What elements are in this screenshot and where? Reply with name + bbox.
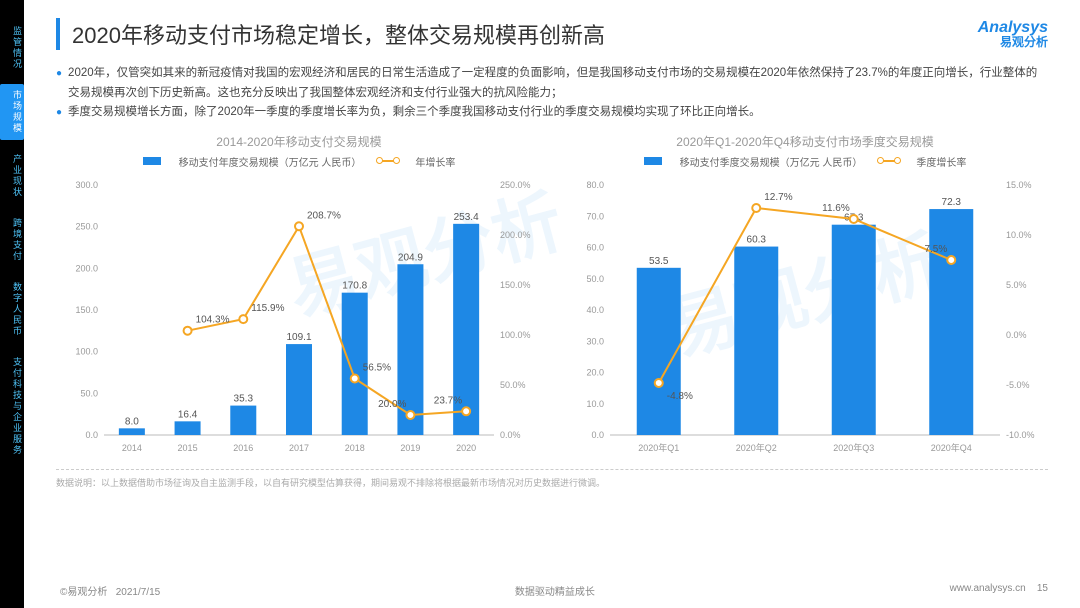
- svg-text:300.0: 300.0: [75, 180, 98, 190]
- svg-text:20.0%: 20.0%: [378, 399, 406, 410]
- svg-text:109.1: 109.1: [286, 332, 311, 343]
- svg-text:80.0: 80.0: [586, 180, 604, 190]
- svg-text:170.8: 170.8: [342, 280, 367, 291]
- svg-text:70.0: 70.0: [586, 211, 604, 221]
- svg-text:250.0: 250.0: [75, 221, 98, 231]
- sidebar-item[interactable]: 支付科技与企业服务: [0, 351, 24, 462]
- svg-text:2017: 2017: [289, 443, 309, 453]
- svg-text:150.0: 150.0: [75, 305, 98, 315]
- svg-text:2014: 2014: [122, 443, 142, 453]
- svg-text:10.0%: 10.0%: [1006, 230, 1032, 240]
- svg-text:0.0: 0.0: [591, 430, 604, 440]
- svg-text:2020: 2020: [456, 443, 476, 453]
- svg-text:100.0%: 100.0%: [500, 330, 531, 340]
- chart-annual: 2014-2020年移动支付交易规模 移动支付年度交易规模（万亿元 人民币） 年…: [56, 133, 542, 463]
- sidebar-item[interactable]: 市场规模: [0, 84, 24, 140]
- svg-text:60.3: 60.3: [747, 234, 767, 245]
- svg-text:-5.0%: -5.0%: [1006, 380, 1030, 390]
- svg-text:250.0%: 250.0%: [500, 180, 531, 190]
- svg-text:2019: 2019: [400, 443, 420, 453]
- svg-text:2020年Q4: 2020年Q4: [931, 442, 972, 453]
- footer: ©易观分析 2021/7/15 数据驱动精益成长 www.analysys.cn…: [60, 583, 1048, 598]
- svg-text:10.0: 10.0: [586, 398, 604, 408]
- svg-text:2020年Q3: 2020年Q3: [833, 442, 874, 453]
- svg-text:23.7%: 23.7%: [434, 395, 462, 406]
- svg-text:2016: 2016: [233, 443, 253, 453]
- chart-quarterly: 2020年Q1-2020年Q4移动支付市场季度交易规模 移动支付季度交易规模（万…: [562, 133, 1048, 463]
- svg-text:53.5: 53.5: [649, 255, 669, 266]
- svg-text:100.0: 100.0: [75, 346, 98, 356]
- svg-text:30.0: 30.0: [586, 336, 604, 346]
- svg-text:50.0%: 50.0%: [500, 380, 526, 390]
- svg-text:253.4: 253.4: [454, 211, 479, 222]
- svg-text:208.7%: 208.7%: [307, 210, 341, 221]
- svg-text:0.0: 0.0: [85, 430, 98, 440]
- svg-text:50.0: 50.0: [586, 273, 604, 283]
- svg-text:7.5%: 7.5%: [924, 244, 947, 255]
- data-note: 数据说明：以上数据借助市场征询及自主监测手段，以自有研究模型估算获得，期间易观不…: [56, 469, 1048, 489]
- svg-text:5.0%: 5.0%: [1006, 280, 1027, 290]
- svg-text:11.6%: 11.6%: [822, 203, 850, 214]
- svg-text:104.3%: 104.3%: [196, 314, 230, 325]
- svg-text:0.0%: 0.0%: [1006, 330, 1027, 340]
- svg-text:16.4: 16.4: [178, 409, 198, 420]
- sidebar: 监管情况市场规模产业现状跨境支付数字人民币支付科技与企业服务: [0, 0, 24, 608]
- svg-text:20.0: 20.0: [586, 367, 604, 377]
- svg-text:8.0: 8.0: [125, 416, 139, 427]
- svg-text:200.0%: 200.0%: [500, 230, 531, 240]
- page-title: 2020年移动支付市场稳定增长，整体交易规模再创新高: [56, 18, 605, 50]
- sidebar-item[interactable]: 跨境支付: [0, 212, 24, 268]
- svg-text:12.7%: 12.7%: [764, 192, 792, 203]
- svg-text:40.0: 40.0: [586, 305, 604, 315]
- svg-text:35.3: 35.3: [234, 393, 254, 404]
- svg-text:204.9: 204.9: [398, 252, 423, 263]
- svg-text:2020年Q2: 2020年Q2: [736, 442, 777, 453]
- svg-text:115.9%: 115.9%: [251, 303, 284, 314]
- svg-text:60.0: 60.0: [586, 242, 604, 252]
- svg-text:72.3: 72.3: [942, 197, 962, 208]
- svg-text:50.0: 50.0: [80, 388, 98, 398]
- svg-text:56.5%: 56.5%: [363, 362, 391, 373]
- svg-text:15.0%: 15.0%: [1006, 180, 1032, 190]
- svg-text:-4.8%: -4.8%: [667, 391, 693, 402]
- svg-text:2018: 2018: [345, 443, 365, 453]
- svg-text:2020年Q1: 2020年Q1: [638, 442, 679, 453]
- svg-text:200.0: 200.0: [75, 263, 98, 273]
- sidebar-item[interactable]: 监管情况: [0, 20, 24, 76]
- brand-logo: Analysys 易观分析: [978, 19, 1048, 50]
- svg-text:150.0%: 150.0%: [500, 280, 531, 290]
- sidebar-item[interactable]: 产业现状: [0, 148, 24, 204]
- svg-text:-10.0%: -10.0%: [1006, 430, 1035, 440]
- summary-bullets: ●2020年，仅管突如其来的新冠疫情对我国的宏观经济和居民的日常生活造成了一定程…: [56, 64, 1048, 123]
- svg-text:0.0%: 0.0%: [500, 430, 521, 440]
- svg-text:2015: 2015: [178, 443, 198, 453]
- sidebar-item[interactable]: 数字人民币: [0, 276, 24, 343]
